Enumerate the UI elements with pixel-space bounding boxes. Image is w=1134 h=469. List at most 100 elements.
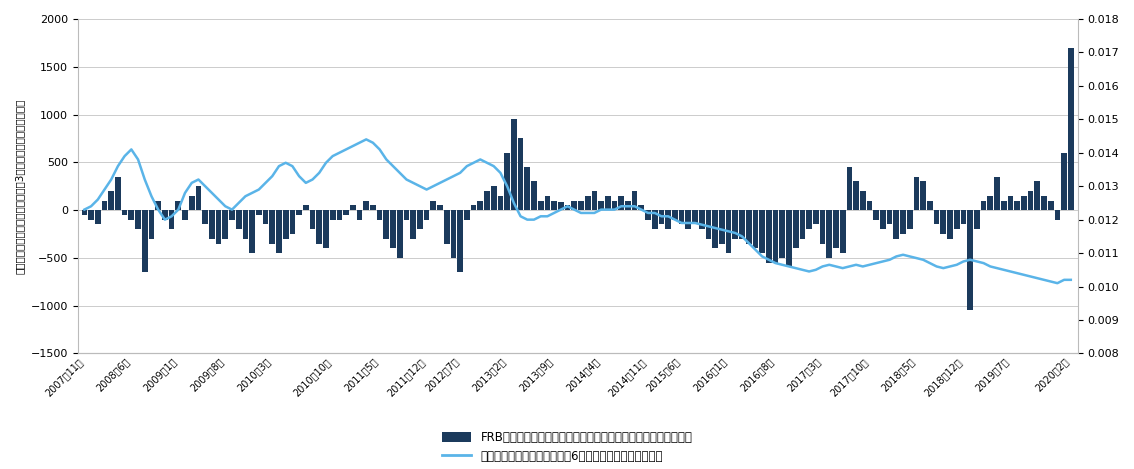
Bar xyxy=(95,210,101,225)
Bar xyxy=(477,201,483,210)
Bar xyxy=(645,210,651,219)
Bar xyxy=(491,186,497,210)
Bar xyxy=(940,210,946,234)
Bar xyxy=(793,210,798,248)
Bar xyxy=(229,210,235,219)
Bar xyxy=(712,210,718,248)
Bar xyxy=(316,210,322,243)
Bar xyxy=(337,210,342,219)
Bar xyxy=(967,210,973,310)
Bar xyxy=(746,210,752,243)
Bar xyxy=(578,201,584,210)
Bar xyxy=(833,210,839,248)
Y-axis label: バランスシート規模の変化（過去3ヵ月ベース、十億米ドル）: バランスシート規模の変化（過去3ヵ月ベース、十億米ドル） xyxy=(15,98,25,274)
Bar xyxy=(1001,201,1007,210)
Bar xyxy=(222,210,228,239)
Bar xyxy=(572,201,577,210)
Bar xyxy=(404,210,409,219)
Bar xyxy=(1055,210,1060,219)
Bar xyxy=(820,210,826,243)
Bar xyxy=(370,205,375,210)
Bar xyxy=(511,119,517,210)
Bar xyxy=(256,210,262,215)
Bar xyxy=(604,196,610,210)
Bar xyxy=(215,210,221,243)
Bar xyxy=(155,201,161,210)
Bar xyxy=(310,210,315,229)
Bar xyxy=(699,210,704,229)
Bar xyxy=(121,210,127,215)
Bar xyxy=(733,210,738,239)
Bar xyxy=(471,205,476,210)
Bar xyxy=(685,210,691,229)
Bar xyxy=(438,205,443,210)
Bar xyxy=(162,210,168,219)
Bar xyxy=(786,210,792,267)
Bar xyxy=(376,210,382,219)
Bar xyxy=(531,182,536,210)
Bar xyxy=(282,210,288,239)
Bar xyxy=(169,210,175,229)
Bar xyxy=(1061,153,1067,210)
Bar xyxy=(109,191,115,210)
Bar xyxy=(846,167,853,210)
Bar xyxy=(518,138,524,210)
Bar xyxy=(296,210,302,215)
Bar xyxy=(659,210,665,225)
Bar xyxy=(866,201,872,210)
Bar xyxy=(202,210,208,225)
Bar xyxy=(599,201,604,210)
Bar xyxy=(894,210,899,239)
Bar xyxy=(921,182,926,210)
Bar xyxy=(860,191,865,210)
Bar xyxy=(243,210,248,239)
Bar xyxy=(209,210,214,239)
Bar xyxy=(411,210,416,239)
Bar xyxy=(679,210,685,225)
Bar xyxy=(565,205,570,210)
Bar xyxy=(995,177,1000,210)
Bar xyxy=(183,210,188,219)
Bar xyxy=(323,210,329,248)
Legend: FRBのバランスシート規模の変化（他国中銀対比、左軸目盛り）, ドル・インデックスの逆数（6ヵ月後倒し、右軸目盛り）: FRBのバランスシート規模の変化（他国中銀対比、左軸目盛り）, ドル・インデック… xyxy=(441,431,693,463)
Bar xyxy=(954,210,959,229)
Bar xyxy=(115,177,120,210)
Bar xyxy=(1014,201,1019,210)
Bar xyxy=(914,177,920,210)
Bar xyxy=(632,191,637,210)
Bar xyxy=(900,210,906,234)
Bar xyxy=(538,201,543,210)
Bar xyxy=(618,196,624,210)
Bar xyxy=(739,210,745,239)
Bar xyxy=(1021,196,1026,210)
Bar xyxy=(457,210,463,272)
Bar xyxy=(705,210,711,239)
Bar xyxy=(760,210,765,253)
Bar xyxy=(840,210,846,253)
Bar xyxy=(827,210,832,258)
Bar xyxy=(947,210,953,239)
Bar xyxy=(357,210,363,219)
Bar xyxy=(926,201,933,210)
Bar xyxy=(424,210,430,219)
Bar xyxy=(719,210,725,243)
Bar xyxy=(638,205,644,210)
Bar xyxy=(1041,196,1047,210)
Bar xyxy=(344,210,349,215)
Bar xyxy=(1034,182,1040,210)
Bar xyxy=(887,210,892,225)
Bar xyxy=(988,196,993,210)
Bar xyxy=(813,210,819,225)
Bar xyxy=(558,203,564,210)
Bar xyxy=(276,210,282,253)
Bar xyxy=(907,210,913,229)
Bar xyxy=(625,201,631,210)
Bar xyxy=(270,210,276,243)
Bar xyxy=(303,205,308,210)
Bar xyxy=(397,210,403,258)
Bar xyxy=(779,210,785,258)
Bar xyxy=(672,210,678,219)
Bar xyxy=(1008,196,1014,210)
Bar xyxy=(383,210,389,239)
Bar xyxy=(102,201,108,210)
